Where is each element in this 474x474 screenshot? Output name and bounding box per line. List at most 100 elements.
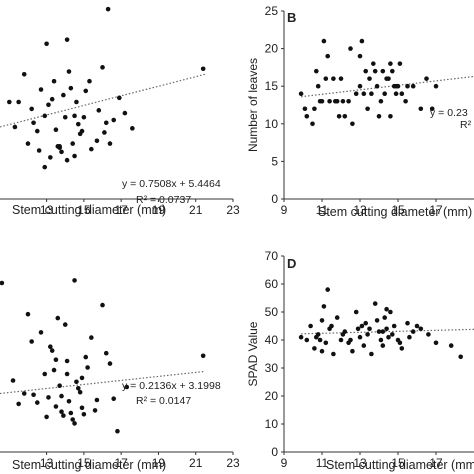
panel-b: 9 11 13 15 17 0 5 10 15 20 25 Number of leaves Stem …	[246, 4, 474, 219]
trend-line	[301, 75, 474, 98]
data-point	[61, 413, 66, 418]
data-point	[348, 46, 353, 51]
data-point	[357, 53, 363, 59]
data-point	[369, 351, 374, 357]
data-point	[70, 141, 75, 146]
data-point	[72, 421, 77, 426]
data-point	[376, 113, 382, 119]
data-point	[357, 83, 363, 89]
data-point	[399, 91, 405, 97]
data-point	[393, 91, 399, 97]
data-point	[81, 114, 87, 120]
x-tick-label: 13	[40, 456, 54, 470]
data-point	[338, 76, 344, 81]
panel-label: D	[287, 256, 296, 271]
data-point	[62, 322, 68, 327]
data-point	[338, 337, 344, 343]
y-tick-label: 30	[265, 361, 279, 375]
data-point	[36, 148, 42, 153]
regression-equation: y = 0.2136x + 3.1998	[122, 380, 221, 392]
data-point	[107, 141, 113, 146]
data-point	[75, 121, 81, 127]
x-tick-label: 23	[226, 456, 240, 470]
data-point	[72, 278, 77, 283]
data-point	[85, 365, 90, 370]
data-point	[53, 127, 59, 133]
x-tick-label: 9	[281, 456, 288, 470]
r-squared: R² = 0.0147	[136, 395, 191, 407]
data-point	[72, 113, 77, 119]
data-point	[399, 346, 405, 351]
data-point	[105, 6, 111, 12]
data-point	[29, 106, 34, 112]
data-point	[64, 37, 70, 42]
data-point	[25, 141, 31, 146]
data-point	[418, 106, 424, 112]
data-point	[340, 332, 346, 337]
data-point	[424, 76, 429, 81]
data-point	[66, 399, 72, 404]
data-point	[388, 309, 393, 315]
data-point	[10, 378, 16, 383]
data-point	[57, 383, 62, 389]
data-point	[122, 110, 128, 116]
data-point	[310, 121, 315, 127]
data-point	[74, 99, 79, 105]
data-point	[64, 371, 70, 377]
data-point	[53, 357, 59, 363]
data-point	[304, 337, 310, 343]
data-point	[365, 106, 370, 112]
data-point	[49, 348, 55, 353]
x-tick-label: 13	[40, 203, 54, 217]
x-tick-label: 21	[189, 203, 203, 217]
data-point	[314, 334, 319, 340]
data-point	[34, 128, 40, 134]
data-point	[74, 379, 79, 385]
data-point	[315, 83, 321, 89]
data-point	[319, 98, 325, 104]
data-point	[96, 108, 102, 113]
data-point	[0, 280, 5, 286]
y-axis-label: SPAD Value	[246, 321, 260, 386]
x-tick-label: 17	[429, 456, 443, 470]
data-point	[426, 332, 431, 337]
data-point	[433, 340, 439, 346]
data-point	[369, 91, 374, 97]
data-point	[329, 323, 334, 329]
r-squared: R²	[460, 119, 472, 131]
data-point	[46, 102, 51, 108]
x-axis-label: Stem cutting diameter (mm)	[318, 205, 472, 219]
data-point	[397, 340, 403, 346]
data-point	[319, 348, 325, 354]
data-point	[25, 311, 31, 317]
data-point	[34, 400, 40, 405]
data-point	[372, 301, 378, 306]
y-tick-label: 20	[265, 42, 279, 56]
data-point	[89, 146, 94, 152]
data-point	[79, 405, 85, 411]
data-point	[68, 85, 74, 91]
data-point	[407, 334, 412, 340]
data-point	[374, 318, 380, 323]
data-point	[433, 83, 439, 89]
data-point	[83, 88, 89, 94]
data-point	[397, 61, 403, 66]
y-tick-label: 50	[265, 305, 279, 319]
x-tick-label: 15	[77, 456, 91, 470]
data-point	[100, 302, 105, 308]
y-tick-label: 10	[265, 417, 279, 431]
data-point	[130, 126, 135, 131]
data-point	[323, 340, 329, 346]
data-point	[357, 334, 363, 340]
data-point	[115, 428, 120, 434]
x-tick-label: 19	[152, 203, 166, 217]
data-point	[298, 91, 304, 97]
x-tick-label: 13	[353, 456, 367, 470]
data-point	[390, 68, 395, 74]
data-point	[372, 68, 378, 74]
y-tick-label: 10	[265, 117, 279, 131]
y-tick-label: 15	[265, 79, 279, 93]
data-point	[312, 106, 317, 112]
data-point	[12, 124, 18, 130]
data-point	[405, 320, 410, 326]
